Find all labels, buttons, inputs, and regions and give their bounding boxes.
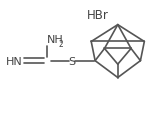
Text: NH: NH (47, 35, 63, 45)
Text: HN: HN (6, 57, 23, 67)
Text: S: S (68, 57, 75, 67)
Text: HBr: HBr (87, 9, 109, 22)
Text: 2: 2 (59, 40, 64, 50)
